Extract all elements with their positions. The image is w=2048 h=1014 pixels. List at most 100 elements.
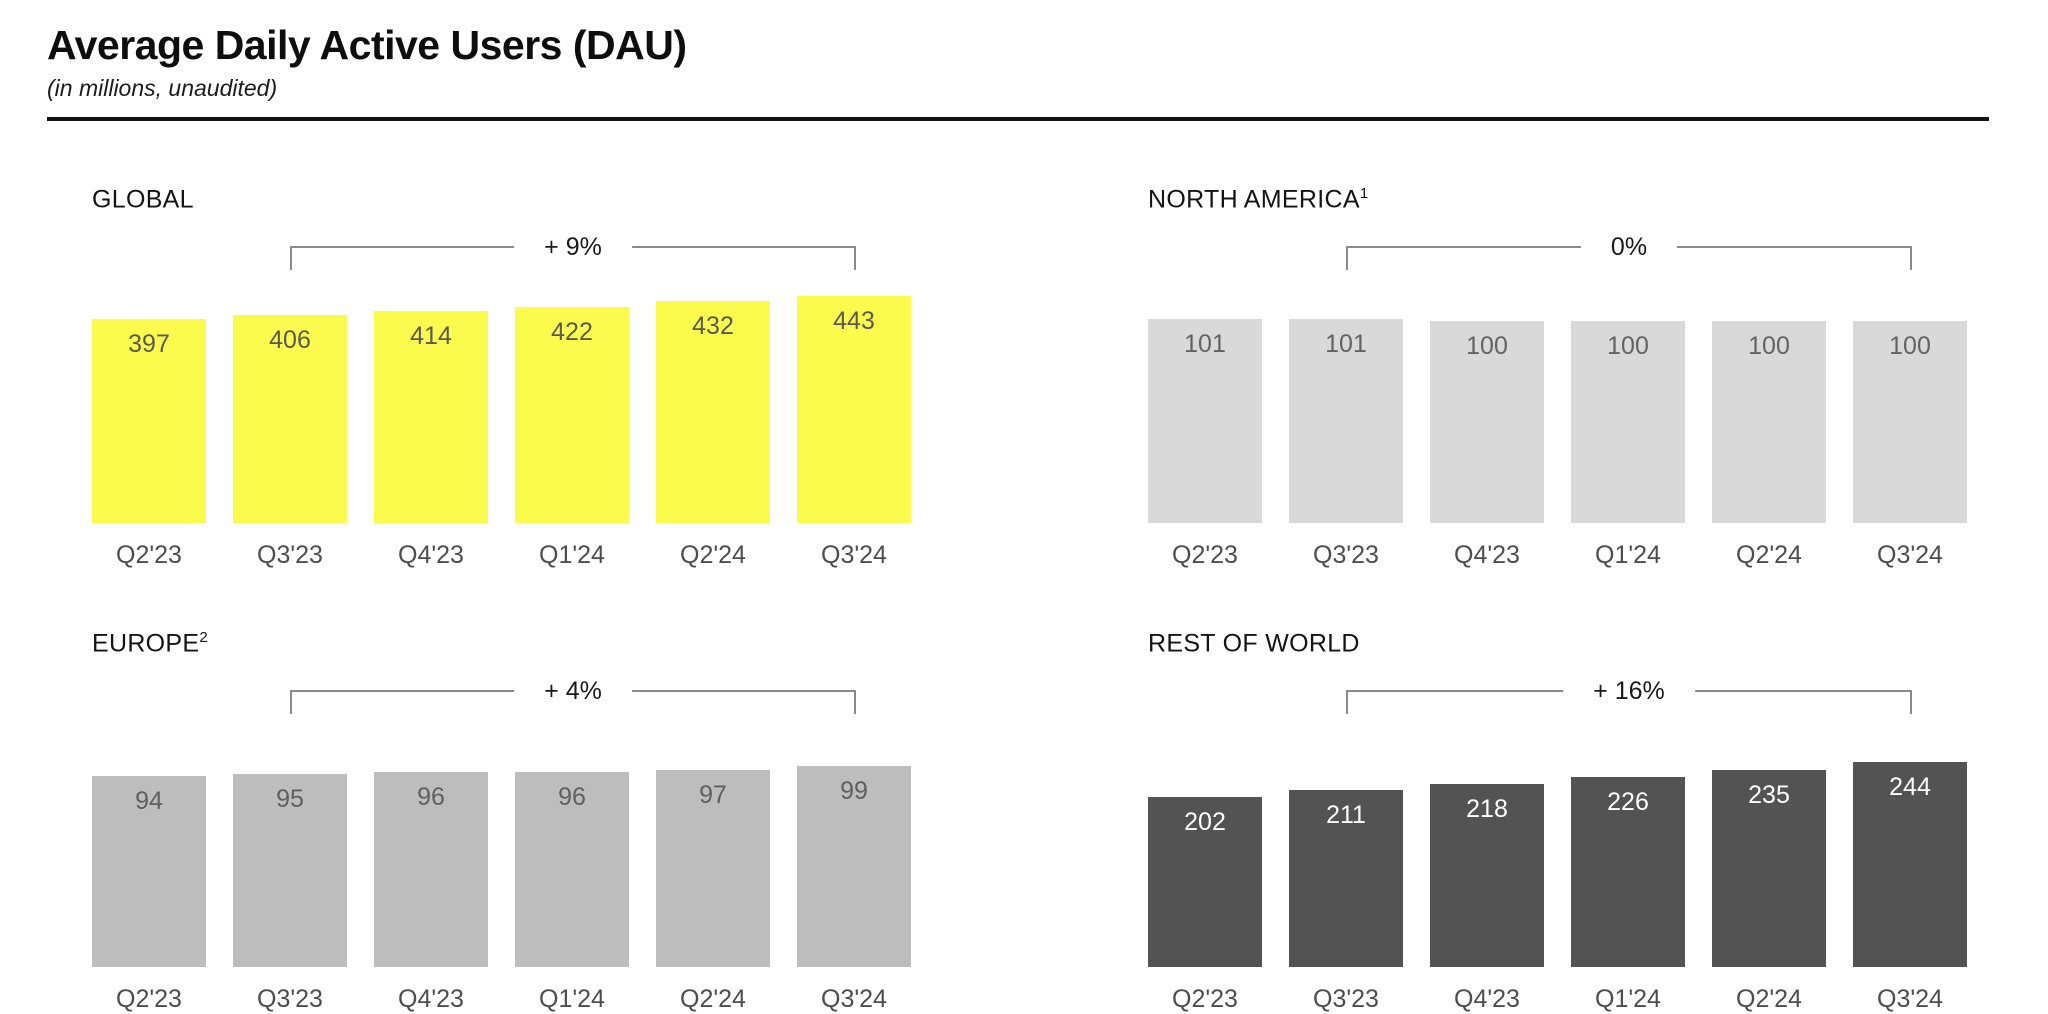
footnote-marker: 1 bbox=[1359, 184, 1369, 202]
x-axis-label: Q1'24 bbox=[1595, 541, 1661, 570]
bar: 202 bbox=[1148, 797, 1262, 968]
bar: 406 bbox=[233, 315, 347, 524]
bracket-line: 0% bbox=[1346, 233, 1912, 271]
growth-label: 0% bbox=[1580, 233, 1678, 263]
bar-value-label: 235 bbox=[1748, 781, 1790, 810]
x-axis-label: Q2'24 bbox=[1736, 985, 1802, 1014]
chart-title: EUROPE2 bbox=[92, 623, 911, 658]
x-axis-label: Q1'24 bbox=[1595, 985, 1661, 1014]
chart-north-america: NORTH AMERICA1 0% 101 101 100 100 100 100 Q2'… bbox=[1148, 179, 1967, 570]
x-axis-label: Q1'24 bbox=[539, 541, 605, 570]
page-header: Average Daily Active Users (DAU) (in mil… bbox=[0, 0, 2048, 121]
bracket-line: + 4% bbox=[290, 677, 856, 715]
bars: 202 211 218 226 235 244 bbox=[1148, 739, 1967, 968]
x-axis-label: Q3'24 bbox=[1877, 985, 1943, 1014]
chart-europe: EUROPE2 + 4% 94 95 96 96 97 99 Q2'23 Q3'23 Q4'2… bbox=[92, 623, 911, 1014]
bar-value-label: 101 bbox=[1325, 330, 1367, 359]
chart-title: REST OF WORLD bbox=[1148, 623, 1967, 658]
bar-value-label: 95 bbox=[276, 785, 304, 814]
bar: 94 bbox=[92, 776, 206, 968]
x-axis-label: Q4'23 bbox=[1454, 541, 1520, 570]
bracket-left-tick bbox=[290, 692, 292, 715]
bracket-right-tick bbox=[854, 248, 856, 271]
bracket-line: + 16% bbox=[1346, 677, 1912, 715]
bar-value-label: 96 bbox=[558, 783, 586, 812]
bracket-left-tick bbox=[1346, 692, 1348, 715]
bar-value-label: 100 bbox=[1889, 332, 1931, 361]
bar: 96 bbox=[515, 772, 629, 968]
growth-bracket: + 9% bbox=[92, 233, 911, 271]
bracket-right-tick bbox=[854, 692, 856, 715]
growth-label: + 4% bbox=[514, 677, 632, 707]
bar: 414 bbox=[374, 311, 488, 524]
page-subtitle: (in millions, unaudited) bbox=[47, 75, 278, 102]
growth-bracket: + 16% bbox=[1148, 677, 1967, 715]
growth-bracket: + 4% bbox=[92, 677, 911, 715]
bar: 100 bbox=[1712, 321, 1826, 524]
bars: 397 406 414 422 432 443 bbox=[92, 295, 911, 524]
chart-title-text: GLOBAL bbox=[92, 185, 194, 214]
bar-value-label: 244 bbox=[1889, 773, 1931, 802]
bar-value-label: 211 bbox=[1326, 801, 1366, 830]
bar: 101 bbox=[1289, 319, 1403, 524]
bar: 218 bbox=[1430, 784, 1544, 968]
x-axis-label: Q2'23 bbox=[1172, 541, 1238, 570]
bar-value-label: 422 bbox=[551, 318, 593, 347]
bar: 100 bbox=[1853, 321, 1967, 524]
bar: 235 bbox=[1712, 770, 1826, 968]
bar: 101 bbox=[1148, 319, 1262, 524]
bar: 97 bbox=[656, 770, 770, 968]
bar-value-label: 96 bbox=[417, 783, 445, 812]
chart-title-text: EUROPE bbox=[92, 629, 200, 658]
bar-value-label: 414 bbox=[410, 322, 452, 351]
bar-value-label: 432 bbox=[692, 312, 734, 341]
bars: 94 95 96 96 97 99 bbox=[92, 739, 911, 968]
bar-value-label: 101 bbox=[1184, 330, 1226, 359]
bar-value-label: 406 bbox=[269, 326, 311, 355]
x-axis-label: Q3'23 bbox=[1313, 541, 1379, 570]
bar: 211 bbox=[1289, 790, 1403, 968]
bar: 100 bbox=[1571, 321, 1685, 524]
bar: 100 bbox=[1430, 321, 1544, 524]
bar-value-label: 100 bbox=[1466, 332, 1508, 361]
x-axis-label: Q2'23 bbox=[116, 541, 182, 570]
bracket-right-tick bbox=[1910, 692, 1912, 715]
page-title: Average Daily Active Users (DAU) bbox=[47, 22, 687, 68]
chart-title-text: REST OF WORLD bbox=[1148, 629, 1360, 658]
bracket-line: + 9% bbox=[290, 233, 856, 271]
x-axis-labels: Q2'23 Q3'23 Q4'23 Q1'24 Q2'24 Q3'24 bbox=[1148, 985, 1967, 1014]
bar: 422 bbox=[515, 307, 629, 524]
chart-title: NORTH AMERICA1 bbox=[1148, 179, 1967, 214]
chart-global: GLOBAL + 9% 397 406 414 422 432 443 Q2'23 Q3'2… bbox=[92, 179, 911, 570]
bar-value-label: 202 bbox=[1184, 808, 1226, 837]
x-axis-labels: Q2'23 Q3'23 Q4'23 Q1'24 Q2'24 Q3'24 bbox=[1148, 541, 1967, 570]
bar: 244 bbox=[1853, 762, 1967, 968]
bar-value-label: 218 bbox=[1466, 795, 1508, 824]
x-axis-label: Q4'23 bbox=[398, 985, 464, 1014]
footnote-marker: 2 bbox=[199, 629, 209, 647]
x-axis-label: Q3'23 bbox=[1313, 985, 1379, 1014]
x-axis-label: Q4'23 bbox=[398, 541, 464, 570]
header-divider bbox=[47, 116, 1989, 121]
x-axis-label: Q2'24 bbox=[680, 985, 746, 1014]
bar-value-label: 97 bbox=[699, 781, 727, 810]
growth-label: + 16% bbox=[1563, 677, 1695, 707]
bar-value-label: 443 bbox=[833, 307, 875, 336]
bracket-left-tick bbox=[1346, 248, 1348, 271]
charts-grid: GLOBAL + 9% 397 406 414 422 432 443 Q2'23 Q3'2… bbox=[92, 179, 2048, 1014]
x-axis-label: Q4'23 bbox=[1454, 985, 1520, 1014]
bar-value-label: 99 bbox=[840, 777, 868, 806]
bar-value-label: 94 bbox=[135, 787, 163, 816]
x-axis-label: Q3'23 bbox=[257, 541, 323, 570]
bar: 95 bbox=[233, 774, 347, 968]
chart-title: GLOBAL bbox=[92, 179, 911, 214]
growth-bracket: 0% bbox=[1148, 233, 1967, 271]
bar: 226 bbox=[1571, 777, 1685, 968]
bar-value-label: 100 bbox=[1748, 332, 1790, 361]
x-axis-label: Q2'24 bbox=[680, 541, 746, 570]
bar-value-label: 397 bbox=[128, 330, 170, 359]
x-axis-labels: Q2'23 Q3'23 Q4'23 Q1'24 Q2'24 Q3'24 bbox=[92, 985, 911, 1014]
x-axis-label: Q3'23 bbox=[257, 985, 323, 1014]
x-axis-label: Q2'23 bbox=[1172, 985, 1238, 1014]
bar-value-label: 100 bbox=[1607, 332, 1649, 361]
